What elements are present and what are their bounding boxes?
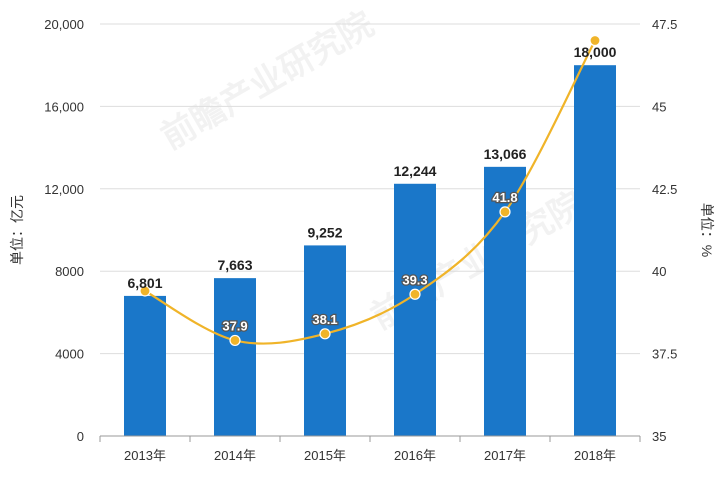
line-value-label: 37.9 [222, 318, 247, 333]
left-tick-label: 4000 [55, 347, 84, 362]
line-point [499, 206, 511, 218]
x-tick-label: 2016年 [394, 448, 436, 463]
line-path [144, 39, 596, 345]
x-tick-label: 2018年 [574, 448, 616, 463]
right-tick-label: 37.5 [652, 347, 677, 362]
x-tick-label: 2013年 [124, 448, 166, 463]
line-value-label: 39.3 [402, 272, 427, 287]
left-tick-label: 0 [77, 429, 84, 444]
x-tick-label: 2015年 [304, 448, 346, 463]
line-point [409, 288, 421, 300]
right-tick-label: 45 [652, 99, 666, 114]
left-tick-label: 8000 [55, 264, 84, 279]
x-tick-label: 2014年 [214, 448, 256, 463]
left-axis-title: 单位：亿元 [9, 195, 25, 265]
right-tick-label: 40 [652, 264, 666, 279]
right-tick-label: 47.5 [652, 17, 677, 32]
bar-series [124, 65, 616, 436]
left-tick-label: 16,000 [44, 99, 84, 114]
bar [394, 183, 436, 436]
right-tick-label: 35 [652, 429, 666, 444]
bar-value-label: 13,066 [484, 146, 527, 162]
bar [304, 245, 346, 436]
line-point [319, 328, 331, 340]
line-point [139, 285, 151, 297]
bar [574, 65, 616, 436]
left-tick-label: 12,000 [44, 182, 84, 197]
bar [214, 278, 256, 436]
bar-value-label: 7,663 [217, 257, 252, 273]
bar-value-label: 12,244 [394, 163, 437, 179]
bar-value-label: 18,000 [574, 44, 617, 60]
data-labels: 6,801 7,663 9,252 12,244 13,066 18,000 37.9 38.… [127, 44, 617, 335]
right-tick-label: 42.5 [652, 182, 677, 197]
line-point [589, 34, 601, 47]
line-value-label: 41.8 [492, 190, 517, 205]
watermark-text: 前瞻产业研究院 [155, 4, 381, 157]
bar-value-label: 9,252 [307, 224, 342, 240]
left-tick-label: 20,000 [44, 17, 84, 32]
bar-value-label: 6,801 [127, 275, 162, 291]
line-series [139, 34, 601, 347]
bar [124, 295, 166, 436]
gridlines [100, 23, 640, 355]
line-point [229, 334, 241, 347]
right-axis-title: 单位：% [699, 203, 715, 257]
x-tick-label: 2017年 [484, 448, 526, 463]
axes: 0 4000 8000 12,000 16,000 20,000 35 37.5 40 42.5 4… [44, 17, 677, 463]
line-value-label: 38.1 [312, 312, 337, 327]
